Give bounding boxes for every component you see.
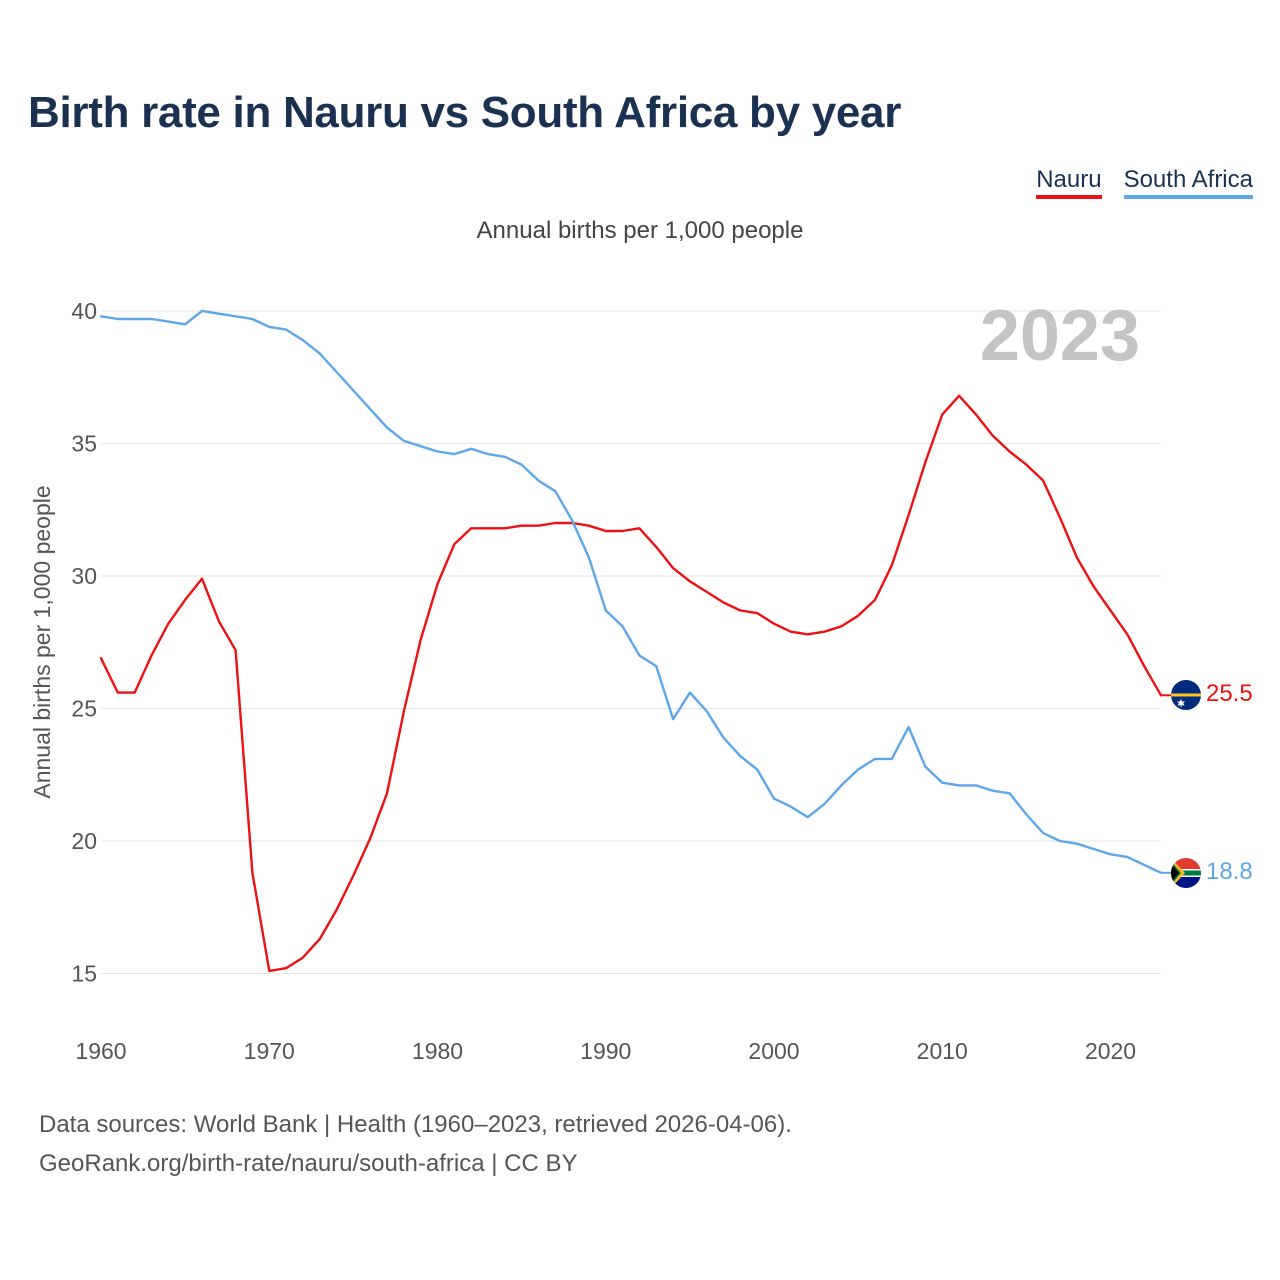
legend-item-south-africa[interactable]: South Africa bbox=[1123, 166, 1253, 199]
x-tick-label: 1960 bbox=[75, 1038, 126, 1064]
y-axis-label: Annual births per 1,000 people bbox=[29, 485, 55, 798]
gridlines bbox=[101, 310, 1161, 975]
y-tick-label: 20 bbox=[71, 828, 97, 854]
y-tick-label: 35 bbox=[71, 431, 97, 457]
end-label-south-africa: 18.8 bbox=[1206, 858, 1253, 885]
south-africa-flag-icon bbox=[1171, 858, 1201, 888]
nauru-flag-icon bbox=[1171, 680, 1201, 710]
series-lines bbox=[99, 309, 1171, 973]
y-tick-label: 30 bbox=[71, 563, 97, 589]
x-tick-label: 1980 bbox=[412, 1038, 463, 1064]
footer: Data sources: World Bank | Health (1960–… bbox=[39, 1105, 792, 1183]
legend-item-nauru[interactable]: Nauru bbox=[1036, 166, 1102, 199]
x-tick-label: 2000 bbox=[748, 1038, 799, 1064]
footer-sources: Data sources: World Bank | Health (1960–… bbox=[39, 1111, 792, 1138]
chart-subtitle: Annual births per 1,000 people bbox=[476, 217, 804, 244]
x-tick-label: 2020 bbox=[1085, 1038, 1136, 1064]
x-tick-label: 1970 bbox=[244, 1038, 295, 1064]
series-line-nauru[interactable] bbox=[99, 394, 1163, 973]
x-tick-label: 2010 bbox=[917, 1038, 968, 1064]
y-tick-label: 15 bbox=[71, 961, 97, 987]
y-tick-label: 25 bbox=[71, 696, 97, 722]
legend: Nauru South Africa bbox=[1036, 166, 1253, 199]
x-axis-ticks: 1960 1970 1980 1990 2000 2010 2020 bbox=[75, 1038, 1136, 1064]
y-axis-ticks: 15 20 25 30 35 40 bbox=[71, 298, 97, 987]
y-tick-label: 40 bbox=[71, 298, 97, 324]
chart-title: Birth rate in Nauru vs South Africa by y… bbox=[28, 88, 902, 137]
end-label-nauru: 25.5 bbox=[1206, 680, 1253, 707]
line-chart: 2023 15 20 25 30 35 40 1960 1970 1980 1990 2000 20… bbox=[29, 296, 1253, 1064]
footer-attribution[interactable]: GeoRank.org/birth-rate/nauru/south-afric… bbox=[39, 1150, 578, 1177]
series-line-south-africa[interactable] bbox=[99, 309, 1163, 874]
year-watermark: 2023 bbox=[980, 296, 1140, 376]
x-tick-label: 1990 bbox=[580, 1038, 631, 1064]
